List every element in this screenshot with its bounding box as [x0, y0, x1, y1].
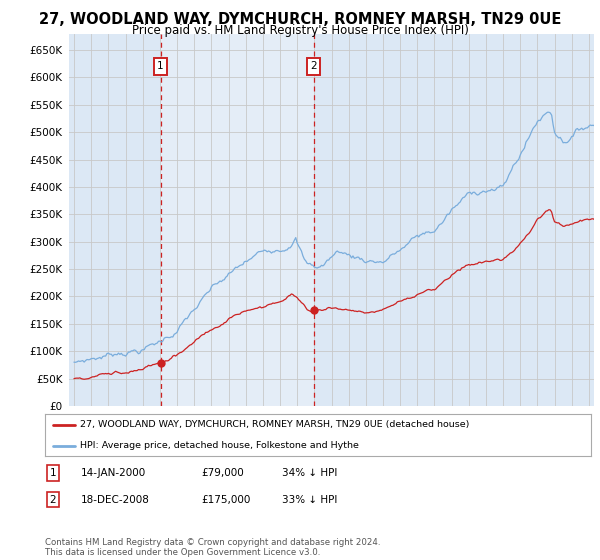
Text: 1: 1: [157, 62, 164, 72]
Text: 33% ↓ HPI: 33% ↓ HPI: [282, 494, 337, 505]
Text: 27, WOODLAND WAY, DYMCHURCH, ROMNEY MARSH, TN29 0UE (detached house): 27, WOODLAND WAY, DYMCHURCH, ROMNEY MARS…: [80, 421, 470, 430]
Text: 2: 2: [49, 494, 56, 505]
Text: HPI: Average price, detached house, Folkestone and Hythe: HPI: Average price, detached house, Folk…: [80, 441, 359, 450]
Bar: [161, 34, 314, 406]
Text: £175,000: £175,000: [201, 494, 250, 505]
Text: 18-DEC-2008: 18-DEC-2008: [81, 494, 150, 505]
Text: 2: 2: [310, 62, 317, 72]
Text: Price paid vs. HM Land Registry's House Price Index (HPI): Price paid vs. HM Land Registry's House …: [131, 24, 469, 37]
Text: 14-JAN-2000: 14-JAN-2000: [81, 468, 146, 478]
Text: Contains HM Land Registry data © Crown copyright and database right 2024.
This d: Contains HM Land Registry data © Crown c…: [45, 538, 380, 557]
Text: £79,000: £79,000: [201, 468, 244, 478]
Text: 27, WOODLAND WAY, DYMCHURCH, ROMNEY MARSH, TN29 0UE: 27, WOODLAND WAY, DYMCHURCH, ROMNEY MARS…: [39, 12, 561, 27]
Text: 1: 1: [49, 468, 56, 478]
Text: 34% ↓ HPI: 34% ↓ HPI: [282, 468, 337, 478]
